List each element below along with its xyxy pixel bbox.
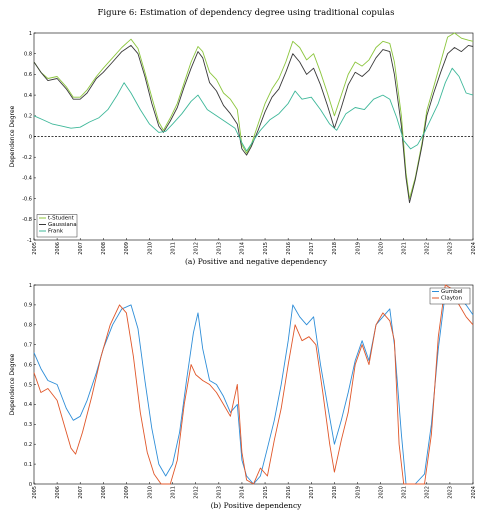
x-tick-label: 2006 (55, 242, 61, 255)
y-tick-label: 0.2 (24, 442, 32, 448)
y-tick-label: 1 (29, 283, 32, 289)
panel-a-plot: -1 -0.8 -0.6 -0.4 -0.2 0 0.2 0.4 0.6 0.8 1 2005 2006… (9, 31, 477, 255)
x-tick-label: 2014 (240, 486, 246, 499)
legend-entry: Gumbel (441, 289, 463, 295)
panel-a-caption: (a) Positive and negative dependency (185, 257, 328, 266)
legend-box (36, 214, 78, 238)
y-tick-label: 0 (29, 482, 32, 488)
y-tick-label: 0.9 (24, 303, 32, 309)
x-tick-label: 2011 (170, 486, 176, 499)
x-tick-label: 2009 (124, 486, 130, 499)
y-axis-label: Dependence Degree (9, 105, 16, 167)
x-tick-label: 2010 (147, 242, 153, 255)
y-tick-label: -1 (27, 238, 32, 244)
series-line-t-student (33, 32, 474, 200)
x-tick-label: 2010 (147, 486, 153, 499)
x-tick-label: 2008 (101, 242, 107, 255)
x-tick-label: 2015 (263, 242, 269, 255)
x-tick-label: 2017 (309, 486, 315, 499)
legend-box (429, 287, 471, 305)
x-tick-label: 2005 (32, 486, 38, 499)
y-tick-label: 0.2 (24, 114, 32, 120)
x-tick-label: 2022 (425, 486, 431, 499)
y-tick-label: -0.4 (22, 176, 32, 182)
x-tick-label: 2005 (32, 242, 38, 255)
y-tick-label: 1 (29, 31, 32, 37)
y-tick-label: 0.6 (24, 362, 32, 368)
x-tick-label: 2017 (309, 242, 315, 255)
x-tick-label: 2007 (78, 486, 84, 499)
series-line-clayton (33, 284, 474, 485)
x-tick-label: 2006 (55, 486, 61, 499)
series-line-gumbel (33, 288, 474, 485)
plot-frame (33, 284, 474, 485)
y-tick-label: 0.4 (24, 402, 32, 408)
series-line-frank (33, 67, 474, 152)
x-tick-label: 2011 (170, 242, 176, 255)
legend-entry: t-Student (48, 216, 75, 222)
y-tick-label: -0.2 (22, 155, 32, 161)
y-tick-label: 0.3 (24, 422, 32, 428)
x-tick-label: 2020 (378, 242, 384, 255)
x-tick-label: 2019 (355, 486, 361, 499)
x-tick-label: 2016 (286, 486, 292, 499)
y-tick-label: -0.6 (22, 196, 32, 202)
legend-entry: Gaussiana (48, 222, 77, 228)
x-tick-label: 2013 (217, 486, 223, 499)
y-tick-label: 0.8 (24, 323, 32, 329)
y-tick-label: 0.1 (24, 462, 32, 468)
x-tick-label: 2012 (194, 242, 200, 255)
x-tick-label: 2013 (217, 242, 223, 255)
x-tick-label: 2012 (194, 486, 200, 499)
y-tick-label: 0.5 (24, 382, 32, 388)
x-tick-label: 2007 (78, 242, 84, 255)
x-tick-label: 2021 (401, 242, 407, 255)
x-tick-label: 2014 (240, 242, 246, 255)
x-tick-label: 2018 (332, 486, 338, 499)
x-tick-label: 2023 (448, 242, 454, 255)
y-tick-label: 0 (29, 134, 32, 140)
y-tick-label: 0.4 (24, 93, 32, 99)
panel-b-plot: 0 0.1 0.2 0.3 0.4 0.5 0.6 0.7 0.8 0.9 1 2005 2006 200… (9, 283, 477, 499)
x-tick-label: 2018 (332, 242, 338, 255)
x-tick-label: 2021 (401, 486, 407, 499)
y-tick-label: 0.8 (24, 52, 32, 58)
x-tick-label: 2024 (471, 242, 477, 255)
y-tick-label: 0.6 (24, 72, 32, 78)
legend-entry: Frank (48, 229, 64, 235)
x-tick-label: 2016 (286, 242, 292, 255)
y-tick-label: -0.8 (22, 217, 32, 223)
panel-b-caption: (b) Positive dependency (211, 501, 303, 510)
x-tick-label: 2015 (263, 486, 269, 499)
x-tick-label: 2022 (425, 242, 431, 255)
y-axis-label: Dependence Degree (9, 353, 16, 415)
x-tick-label: 2019 (355, 242, 361, 255)
y-tick-label: 0.7 (24, 343, 32, 349)
x-tick-label: 2024 (471, 486, 477, 499)
x-tick-label: 2008 (101, 486, 107, 499)
x-tick-label: 2020 (378, 486, 384, 499)
legend-entry: Clayton (441, 296, 463, 302)
x-tick-label: 2009 (124, 242, 130, 255)
x-tick-label: 2023 (448, 486, 454, 499)
figure-title: Figure 6: Estimation of dependency degre… (98, 8, 395, 18)
series-line-gaussiana (33, 44, 474, 204)
